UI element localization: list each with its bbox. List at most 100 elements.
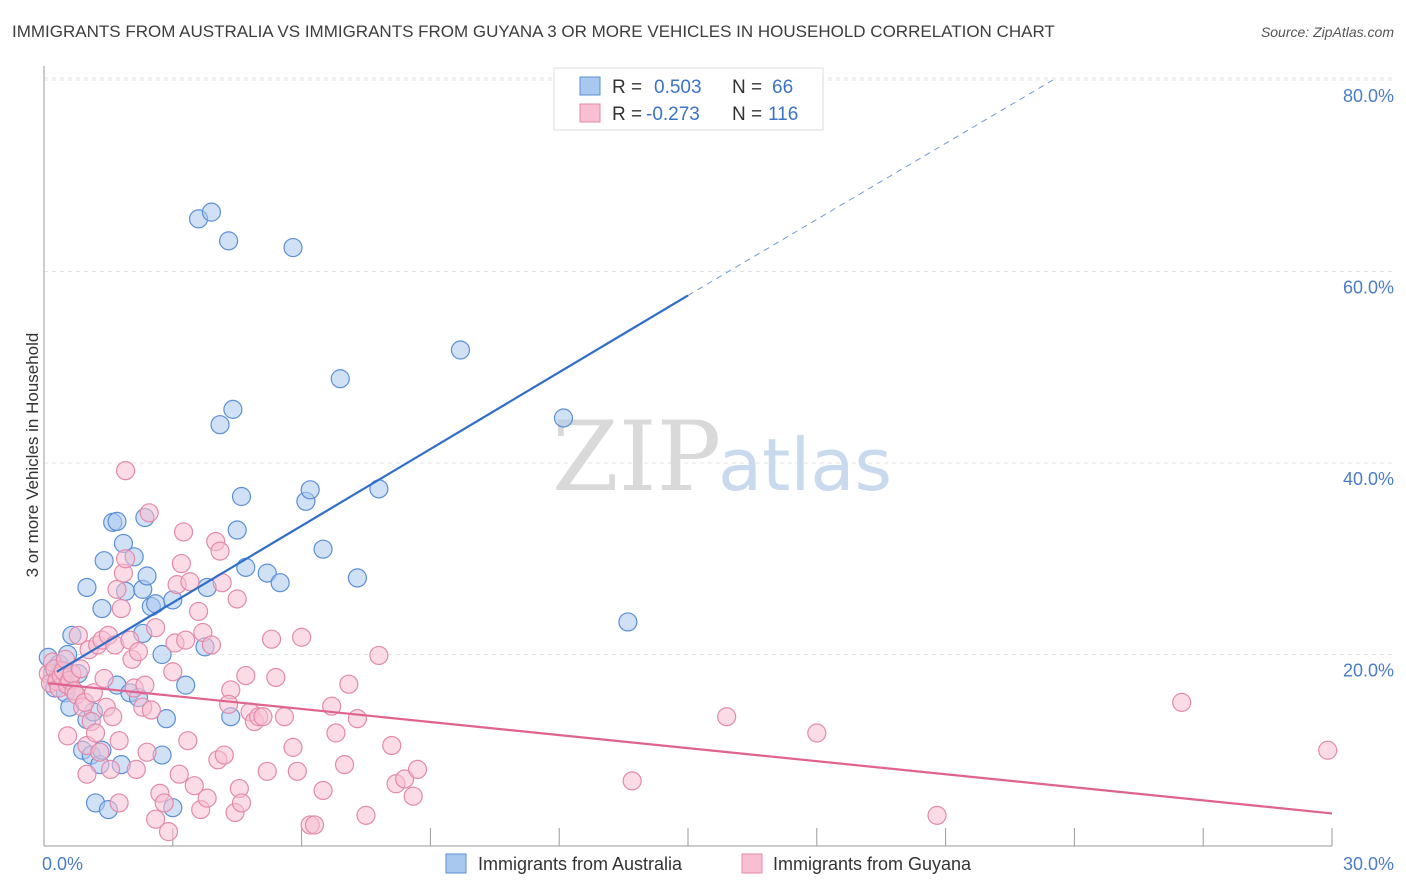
point-guyana	[115, 461, 136, 481]
point-guyana	[1172, 692, 1192, 712]
y-tick-label: 40.0%	[1343, 469, 1394, 489]
trend-line-australia	[56, 294, 689, 673]
point-guyana	[214, 745, 234, 765]
point-guyana	[219, 694, 239, 714]
watermark-zip: ZIP	[552, 401, 721, 513]
point-guyana	[334, 755, 355, 775]
point-australia	[210, 415, 230, 435]
watermark-atlas: atlas	[718, 423, 892, 507]
point-australia	[347, 568, 368, 588]
point-guyana	[347, 709, 368, 729]
point-australia	[330, 369, 350, 389]
legend: R = 0.503 N = 66 R = -0.273 N = 116	[553, 67, 824, 131]
point-guyana	[274, 707, 295, 727]
watermark: ZIP atlas	[552, 401, 892, 513]
legend-n-value-guyana: 116	[768, 104, 798, 125]
point-australia	[257, 563, 277, 583]
trend-extension-australia	[687, 79, 1054, 296]
point-guyana	[90, 742, 110, 762]
point-australia	[107, 511, 127, 532]
point-guyana	[178, 731, 198, 751]
y-tick-label: 80.0%	[1343, 86, 1394, 106]
point-guyana	[622, 771, 642, 791]
y-tick-label: 60.0%	[1343, 278, 1394, 298]
point-australia	[219, 231, 239, 251]
point-guyana	[146, 809, 166, 829]
point-guyana	[109, 731, 129, 751]
point-guyana	[261, 629, 282, 649]
point-guyana	[70, 659, 91, 679]
point-guyana	[77, 764, 97, 784]
legend-swatch-australia	[579, 76, 601, 96]
point-guyana	[171, 553, 191, 574]
point-guyana	[137, 742, 157, 762]
point-guyana	[139, 503, 159, 523]
point-australia	[300, 480, 320, 500]
trend-lines	[48, 79, 1333, 815]
point-australia	[236, 557, 256, 577]
point-guyana	[128, 642, 149, 662]
y-axis-label: 3 or more Vehicles in Household	[23, 333, 42, 578]
bottom-legend-label-australia: Immigrants from Australia	[478, 854, 683, 874]
point-guyana	[287, 761, 307, 781]
point-australia	[618, 612, 638, 632]
point-guyana	[141, 700, 161, 720]
point-guyana	[58, 726, 78, 746]
point-guyana	[326, 723, 346, 743]
bottom-legend-label-guyana: Immigrants from Guyana	[773, 854, 972, 874]
point-guyana	[283, 737, 303, 757]
bottom-legend-swatch-australia	[445, 853, 467, 874]
point-guyana	[231, 793, 252, 813]
chart-title: IMMIGRANTS FROM AUSTRALIA VS IMMIGRANTS …	[12, 22, 1055, 41]
legend-r-label-australia: R =	[612, 77, 642, 98]
y-tick-label: 20.0%	[1343, 661, 1394, 681]
point-guyana	[292, 627, 312, 647]
bottom-legend-swatch-guyana	[741, 853, 763, 874]
point-australia	[283, 237, 303, 258]
point-guyana	[210, 541, 230, 561]
point-guyana	[403, 786, 423, 806]
point-australia	[201, 202, 222, 222]
legend-r-value-guyana: -0.273	[646, 104, 700, 125]
point-australia	[450, 340, 471, 360]
source-label: Source: ZipAtlas.com	[1260, 24, 1394, 40]
point-guyana	[807, 723, 827, 743]
point-guyana	[369, 645, 389, 666]
point-guyana	[188, 601, 209, 622]
point-australia	[77, 577, 97, 598]
point-guyana	[146, 618, 166, 638]
point-australia	[270, 573, 290, 593]
trend-line-guyana	[48, 682, 1333, 815]
point-guyana	[158, 822, 179, 842]
point-australia	[137, 566, 157, 586]
point-guyana	[382, 735, 402, 756]
point-guyana	[126, 759, 146, 780]
point-guyana	[169, 764, 189, 784]
point-guyana	[135, 675, 155, 695]
point-guyana	[927, 805, 947, 825]
point-guyana	[100, 759, 121, 780]
point-australia	[176, 675, 196, 695]
point-guyana	[163, 662, 183, 682]
point-guyana	[154, 793, 174, 813]
tick-labels: 20.0% 40.0% 60.0% 80.0% 0.0% 30.0%	[42, 86, 1394, 874]
point-guyana	[111, 598, 131, 619]
point-guyana	[717, 707, 737, 727]
point-guyana	[180, 572, 200, 592]
point-australia	[313, 539, 333, 559]
point-australia	[231, 486, 252, 507]
axes	[43, 66, 1333, 847]
point-guyana	[94, 668, 114, 689]
point-guyana	[103, 707, 123, 727]
point-guyana	[304, 815, 325, 835]
x-tick-label-end: 30.0%	[1343, 854, 1394, 874]
point-guyana	[109, 793, 129, 813]
point-guyana	[176, 630, 196, 650]
legend-n-value-australia: 66	[772, 77, 793, 98]
point-australia	[223, 399, 243, 419]
point-guyana	[115, 549, 136, 569]
point-australia	[152, 644, 172, 665]
point-guyana	[184, 776, 204, 796]
legend-r-value-australia: 0.503	[654, 77, 702, 98]
